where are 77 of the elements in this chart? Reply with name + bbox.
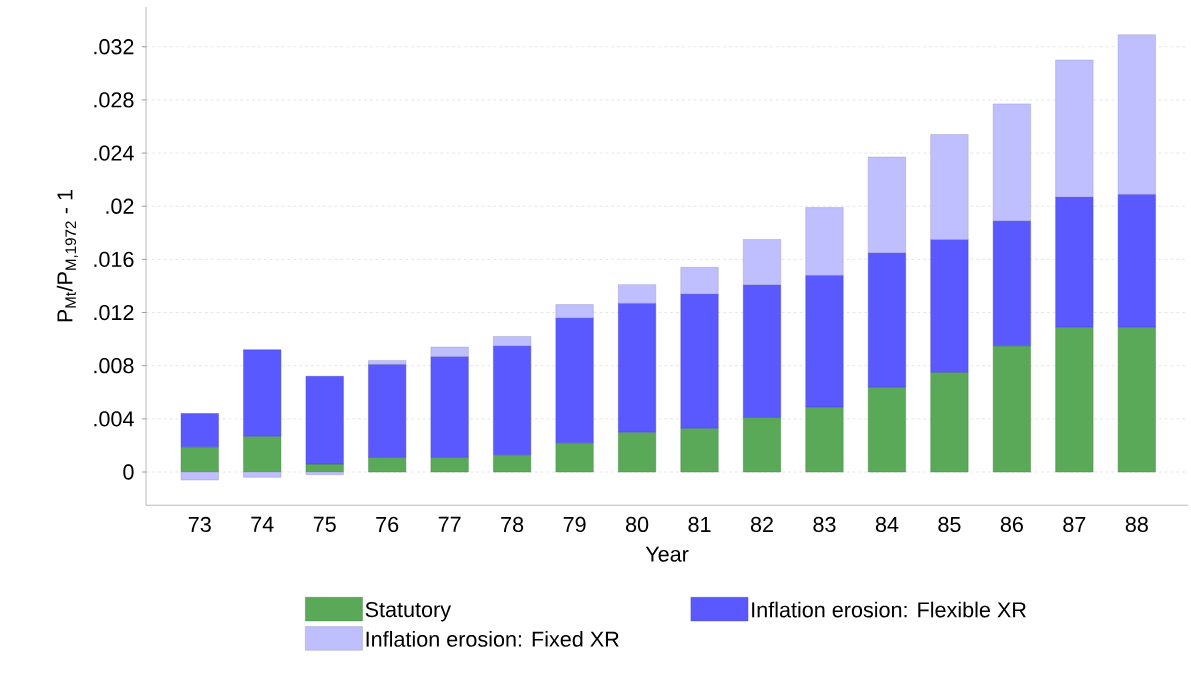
- bar: [1055, 327, 1094, 473]
- y-tick-label: 0: [123, 464, 134, 480]
- legend-label: Inflation erosion: Fixed XR: [366, 631, 619, 647]
- bar: [618, 432, 656, 473]
- bar: [680, 428, 719, 473]
- y-tick-label: .008: [94, 358, 134, 374]
- bar: [305, 376, 344, 465]
- x-tick-label: 88: [1125, 516, 1148, 533]
- x-tick-label: 86: [1000, 516, 1023, 533]
- bar: [1117, 327, 1156, 473]
- bar: [930, 134, 969, 240]
- bar: [555, 317, 594, 444]
- bar: [1055, 196, 1094, 328]
- y-tick-label: .012: [94, 305, 134, 321]
- y-tick-label: .032: [94, 39, 134, 55]
- bar: [992, 345, 1031, 473]
- bar: [430, 457, 469, 473]
- bar: [180, 446, 219, 473]
- bar: [430, 356, 469, 458]
- bar: [368, 457, 407, 473]
- x-tick-label: 83: [813, 516, 836, 533]
- bar: [493, 345, 532, 456]
- x-tick-label: 77: [438, 516, 461, 532]
- bar: [368, 360, 407, 365]
- x-tick-label: 76: [376, 516, 399, 533]
- bar: [180, 471, 219, 481]
- bar: [368, 364, 407, 458]
- y-tick-label: .004: [94, 411, 134, 427]
- x-tick-label: 73: [188, 516, 211, 533]
- bar: [555, 442, 594, 473]
- bar: [493, 336, 532, 347]
- bar: [618, 303, 656, 433]
- legend-label: Statutory: [365, 602, 451, 622]
- x-axis-title: Year: [645, 546, 689, 562]
- x-tick-label: 85: [938, 516, 961, 533]
- bar: [992, 103, 1031, 222]
- bar: [930, 239, 969, 373]
- y-tick-label: .016: [94, 251, 134, 268]
- bar: [930, 372, 969, 473]
- legend-label: Inflation erosion: Flexible XR: [752, 601, 1026, 618]
- y-tick-label: .028: [94, 92, 134, 108]
- y-tick-label: .024: [94, 145, 134, 161]
- bar: [555, 304, 594, 319]
- bar: [868, 386, 906, 473]
- bar: [493, 454, 532, 473]
- bar: [743, 417, 781, 473]
- bar: [868, 157, 906, 254]
- x-tick-label: 81: [688, 516, 711, 533]
- bar: [868, 252, 906, 388]
- bar: [992, 220, 1031, 347]
- x-tick-label: 80: [625, 516, 649, 533]
- x-tick-label: 75: [313, 516, 336, 533]
- y-axis-title: P$_{Mt}$/P$_{M,1972}$ - 1: [56, 190, 78, 322]
- bar: [305, 471, 344, 476]
- bar: [1117, 194, 1156, 328]
- bar: [743, 284, 781, 418]
- bar: [805, 275, 844, 408]
- bar: [618, 284, 656, 304]
- bar: [743, 239, 781, 285]
- bar: [243, 436, 282, 473]
- bar: [243, 471, 282, 478]
- x-tick-label: 82: [750, 516, 773, 533]
- x-tick-label: 84: [875, 516, 899, 533]
- bar: [1117, 34, 1156, 195]
- x-tick-label: 79: [563, 516, 586, 533]
- bar: [805, 207, 844, 276]
- bar: [180, 413, 219, 448]
- bar: [1055, 60, 1094, 198]
- bar: [243, 349, 282, 437]
- x-tick-label: 87: [1063, 516, 1086, 533]
- x-tick-label: 74: [251, 516, 274, 532]
- x-tick-label: 78: [501, 516, 524, 533]
- bar: [805, 406, 844, 473]
- bar: [680, 267, 719, 295]
- bar: [430, 347, 469, 357]
- bar: [680, 293, 719, 429]
- y-tick-label: .02: [106, 198, 134, 215]
